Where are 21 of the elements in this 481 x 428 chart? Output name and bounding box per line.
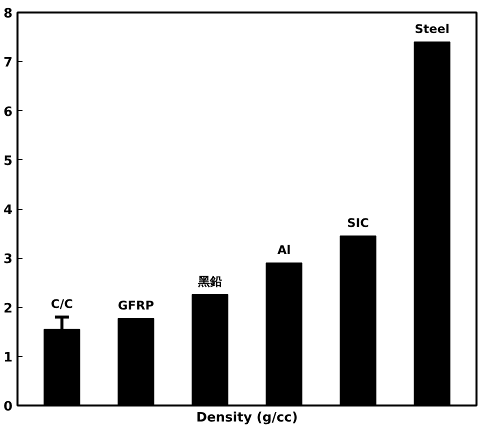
y-tick-label: 6 [3, 104, 12, 120]
x-tick-label: GFRP [118, 298, 154, 313]
y-tick-label: 5 [3, 154, 12, 169]
x-tick-label: Steel [414, 22, 450, 36]
x-tick-label: 黑鉛 [196, 274, 222, 288]
bar [340, 236, 376, 406]
x-tick-label: Al [277, 243, 291, 258]
y-tick-label: 3 [3, 252, 12, 268]
y-tick-label: 8 [3, 6, 12, 22]
y-tick-label: 4 [3, 203, 12, 218]
bar [414, 41, 450, 406]
x-tick-label: C/C [50, 297, 74, 312]
y-tick-label: 0 [3, 400, 12, 414]
y-tick-label: 2 [3, 301, 12, 316]
x-tick-label: SIC [347, 216, 370, 230]
bar [266, 262, 302, 406]
y-tick-label: 1 [3, 350, 12, 366]
x-axis-title: Density (g/cc) [196, 410, 298, 426]
bar [118, 318, 154, 406]
y-tick-label: 7 [3, 56, 12, 71]
bar [192, 294, 228, 406]
